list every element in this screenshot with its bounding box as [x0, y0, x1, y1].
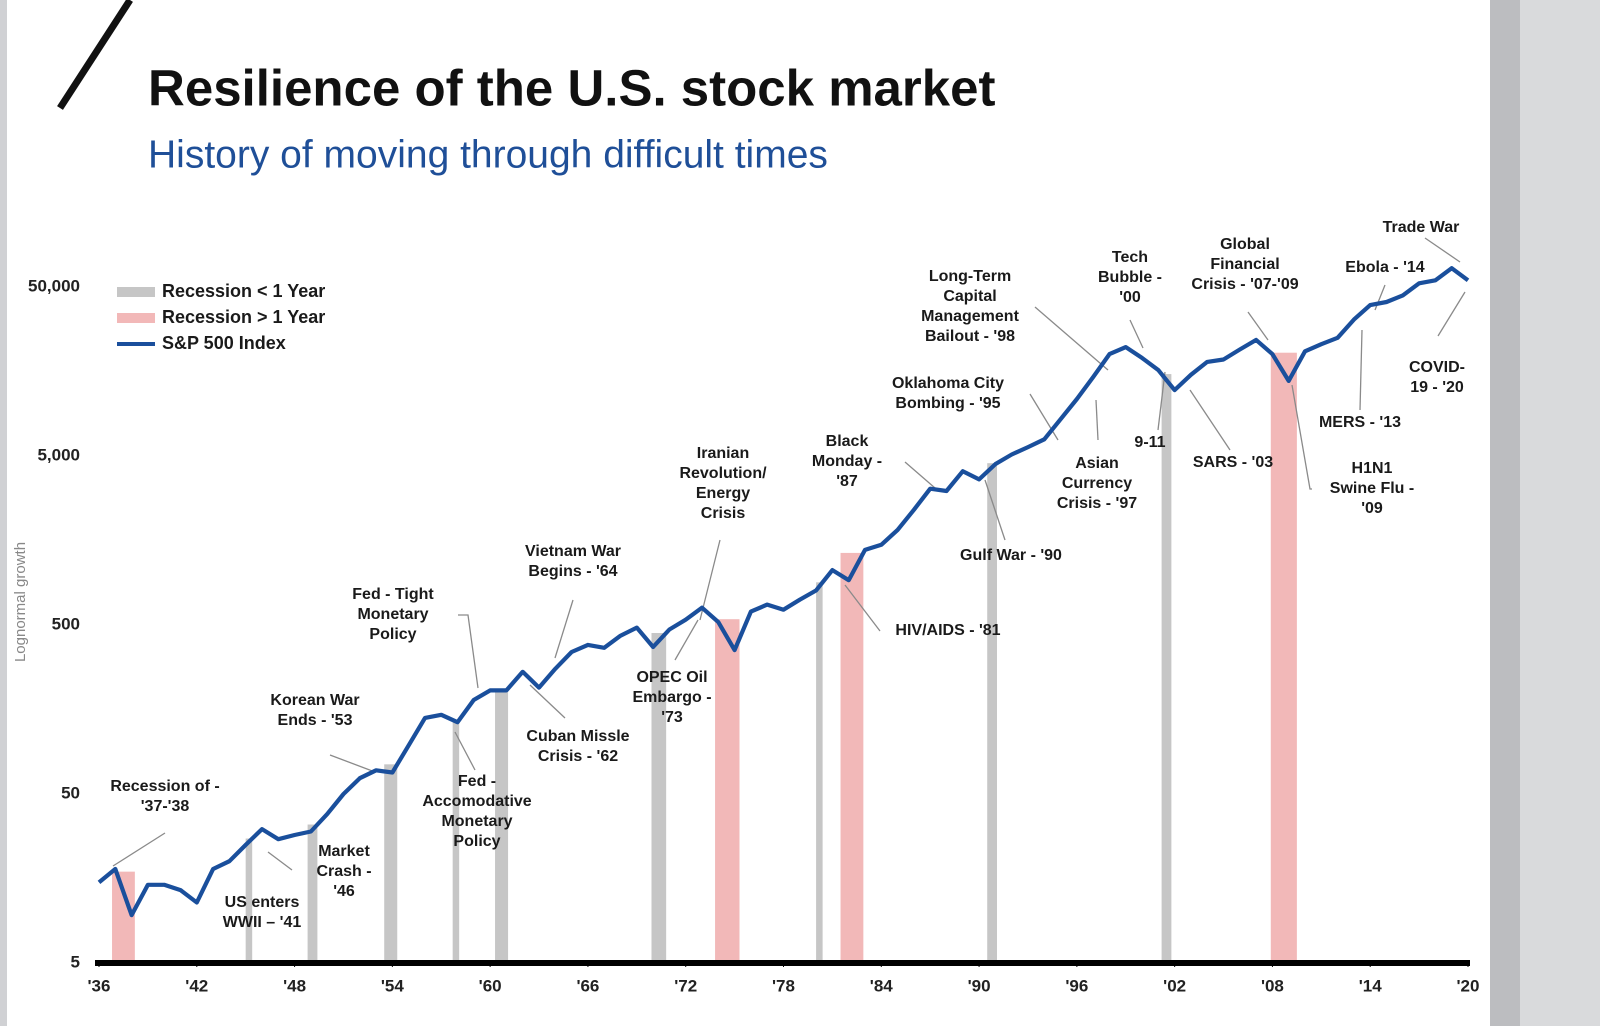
x-tick-label: '84	[870, 976, 893, 995]
recession-band	[987, 463, 997, 963]
y-axis-label: Lognormal growth	[12, 542, 29, 662]
leader-line	[458, 614, 479, 689]
y-tick-label: 5,000	[37, 445, 80, 464]
annotation: Market Crash -'46	[316, 843, 371, 900]
recession-band	[651, 632, 667, 963]
x-tick-label: '66	[576, 976, 599, 995]
annotation: Recession of -'37-'38	[110, 778, 219, 815]
y-tick-label: 50	[61, 783, 80, 802]
left-edge	[0, 0, 7, 1026]
annotation: COVID-19 - '20	[1409, 359, 1465, 396]
x-tick-label: '08	[1261, 976, 1284, 995]
annotation: Trade War	[1383, 219, 1460, 236]
leader-line	[554, 599, 574, 659]
annotation: Iranian Revolution/Energy Crisis	[679, 445, 767, 522]
annotation: 9-11	[1134, 434, 1165, 451]
leader-line	[529, 684, 566, 719]
leader-line	[904, 461, 936, 489]
leader-line	[1247, 311, 1269, 341]
leader-line	[984, 479, 1006, 541]
leader-line	[1129, 319, 1144, 349]
y-tick-label: 5	[71, 952, 80, 971]
y-tick-label: 50,000	[28, 276, 80, 295]
annotation: Ebola - '14	[1345, 259, 1424, 276]
recession-band	[1161, 374, 1172, 964]
x-tick-label: '02	[1163, 976, 1186, 995]
recession-band	[307, 824, 318, 963]
leader-line	[1034, 306, 1109, 371]
leader-line	[844, 584, 881, 632]
leader-line	[329, 754, 376, 773]
annotation: Gulf War - '90	[960, 547, 1062, 564]
leader-line	[1157, 371, 1166, 431]
legend-label: S&P 500 Index	[162, 333, 286, 353]
recession-band	[112, 871, 135, 963]
annotation: US enters WWII – '41	[223, 894, 302, 931]
annotation: Global Financial Crisis - '07-'09	[1191, 236, 1298, 293]
legend-swatch	[117, 287, 155, 297]
recession-band	[715, 619, 740, 963]
annotation: Fed -Accomodative Monetary Policy	[422, 773, 531, 850]
leader-line	[112, 832, 166, 867]
recession-band	[1270, 352, 1297, 963]
plot-area: 5 50 500 5,000 50,000 '36 '42 '48 '54 '60 '66 '72 '7…	[28, 219, 1479, 995]
annotation: OPEC Oil Embargo -'73	[632, 669, 711, 726]
chart-title: Resilience of the U.S. stock market	[148, 59, 995, 116]
sp500-line	[97, 266, 1470, 918]
leader-line	[454, 731, 476, 771]
recession-band	[816, 582, 823, 963]
annotation: Korean War Ends - '53	[270, 692, 359, 729]
leader-line	[1029, 393, 1059, 441]
annotation: HIV/AIDS - '81	[895, 622, 1000, 639]
annotation: H1N1 Swine Flu -'09	[1330, 460, 1414, 517]
slide-shadow	[1490, 0, 1520, 1026]
x-tick-label: '90	[968, 976, 991, 995]
leader-line	[1424, 237, 1461, 263]
annotation: Oklahoma City Bombing - '95	[892, 375, 1004, 412]
x-tick-label: '78	[772, 976, 795, 995]
leader-line	[267, 851, 293, 871]
recession-band	[495, 688, 509, 963]
leader-line	[1359, 329, 1363, 411]
recession-band	[840, 552, 864, 963]
x-tick-label: '60	[479, 976, 502, 995]
annotation: Cuban Missle Crisis - '62	[526, 728, 629, 765]
leader-line	[1189, 389, 1231, 451]
x-tick-label: '72	[674, 976, 697, 995]
recession-band	[384, 764, 398, 963]
legend-label: Recession > 1 Year	[162, 307, 325, 327]
annotation: Long-Term Capital Management Bailout - '98	[921, 268, 1019, 345]
annotation: Asian Currency Crisis - '97	[1057, 455, 1137, 512]
x-tick-label: '54	[381, 976, 404, 995]
annotation: Vietnam War Begins - '64	[525, 543, 621, 580]
x-tick-label: '96	[1065, 976, 1088, 995]
leader-line	[1095, 399, 1099, 441]
leader-line	[1291, 384, 1312, 490]
annotation: Tech Bubble -'00	[1098, 249, 1162, 306]
annotation: MERS - '13	[1319, 414, 1401, 431]
recession-band	[245, 838, 253, 963]
slash-decoration	[57, 0, 133, 110]
legend-label: Recession < 1 Year	[162, 281, 325, 301]
leader-line	[674, 619, 699, 661]
leader-line	[1437, 291, 1466, 337]
annotation: SARS - '03	[1193, 454, 1273, 471]
chart-subtitle: History of moving through difficult time…	[148, 133, 828, 176]
x-tick-label: '36	[88, 976, 111, 995]
x-tick-label: '14	[1359, 976, 1382, 995]
x-tick-label: '48	[283, 976, 306, 995]
annotation: Black Monday -'87	[812, 433, 882, 490]
x-tick-label: '42	[185, 976, 208, 995]
recession-band	[452, 719, 460, 963]
annotation: Fed - Tight Monetary Policy	[352, 586, 434, 643]
x-tick-label: '20	[1457, 976, 1480, 995]
legend-swatch	[117, 313, 155, 323]
y-tick-label: 500	[52, 614, 80, 633]
